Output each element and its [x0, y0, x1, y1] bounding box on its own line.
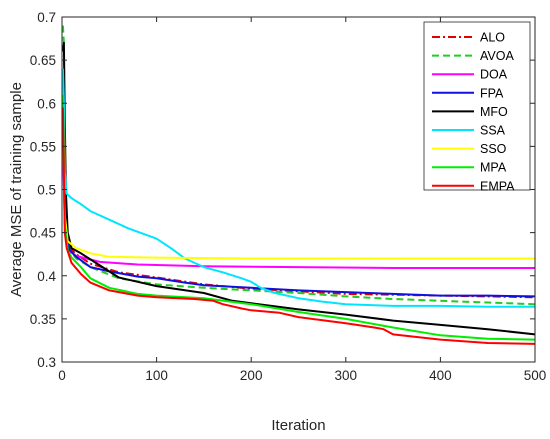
y-tick-label: 0.45 — [30, 226, 56, 241]
legend-label-avoa: AVOA — [480, 49, 514, 63]
y-tick-label: 0.4 — [37, 269, 56, 284]
x-tick-label: 100 — [145, 368, 168, 383]
x-tick-label: 500 — [524, 368, 547, 383]
legend-label-doa: DOA — [480, 68, 508, 82]
y-tick-label: 0.3 — [37, 355, 56, 370]
legend-box — [423, 21, 531, 191]
legend-label-sso: SSO — [480, 142, 507, 156]
legend-label-alo: ALO — [480, 31, 505, 45]
legend-label-ssa: SSA — [480, 124, 506, 138]
series-line-mfo — [62, 41, 535, 336]
series-line-fpa — [62, 120, 535, 298]
x-axis-label: Iteration — [271, 417, 325, 434]
x-tick-label: 400 — [429, 368, 452, 383]
y-tick-label: 0.5 — [37, 183, 56, 198]
y-tick-label: 0.6 — [37, 96, 56, 111]
y-tick-label: 0.35 — [30, 312, 56, 327]
legend: ALO AVOA DOA FPA MFO SSA SSO MPA EMPA — [423, 21, 531, 193]
y-axis-label: Average MSE of training sample — [8, 82, 25, 297]
legend-label-fpa: FPA — [480, 86, 504, 100]
x-tick-label: 300 — [335, 368, 358, 383]
ticks-layer: 0 100 200 300 400 500 0.3 0.35 0.4 0.45 0.5 0.55 0.6… — [30, 10, 547, 383]
y-tick-label: 0.55 — [30, 139, 56, 154]
legend-label-mfo: MFO — [480, 105, 508, 119]
series-line-ssa — [62, 68, 535, 308]
legend-label-mpa: MPA — [480, 161, 507, 175]
y-tick-label: 0.65 — [30, 53, 56, 68]
legend-label-empa: EMPA — [480, 179, 515, 193]
x-tick-label: 0 — [58, 368, 66, 383]
series-line-empa — [62, 107, 535, 345]
series-line-avoa — [62, 25, 535, 306]
series-layer — [62, 25, 535, 345]
x-tick-label: 200 — [240, 368, 263, 383]
y-tick-label: 0.7 — [37, 10, 56, 25]
